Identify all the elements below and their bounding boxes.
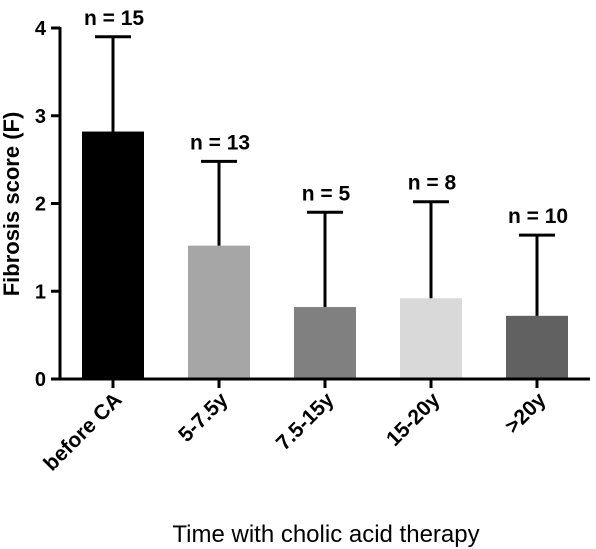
y-axis-title: Fibrosis score (F)	[0, 112, 24, 297]
x-axis-title: Time with cholic acid therapy	[172, 521, 479, 548]
bar	[82, 131, 144, 379]
n-label: n = 8	[408, 172, 457, 195]
x-ticks-group: before CA 5-7.5y 7.5-15y 15-20y >20y	[39, 379, 551, 476]
bar	[400, 298, 462, 379]
n-label: n = 5	[302, 182, 351, 205]
x-tick-label: 5-7.5y	[174, 388, 233, 447]
n-label: n = 13	[190, 131, 250, 154]
bar	[506, 315, 568, 379]
error-bars-group	[95, 35, 555, 316]
x-tick-label: 15-20y	[382, 388, 445, 451]
y-ticks-group: 0 1 2 3 4	[35, 18, 60, 391]
bars-group	[82, 131, 568, 379]
n-label: n = 15	[84, 7, 144, 30]
y-tick-label: 4	[35, 18, 47, 40]
y-tick-label: 1	[35, 281, 46, 303]
bar	[294, 307, 356, 379]
bar	[188, 245, 250, 379]
y-tick-label: 0	[35, 369, 46, 391]
n-labels-group: n = 15 n = 13 n = 5 n = 8 n = 10	[84, 7, 568, 228]
x-tick-label: before CA	[39, 388, 126, 475]
x-tick-label: 7.5-15y	[272, 388, 339, 455]
y-tick-label: 2	[35, 194, 46, 216]
x-tick-label: >20y	[501, 388, 551, 438]
y-tick-label: 3	[35, 106, 46, 128]
n-label: n = 10	[508, 205, 568, 228]
